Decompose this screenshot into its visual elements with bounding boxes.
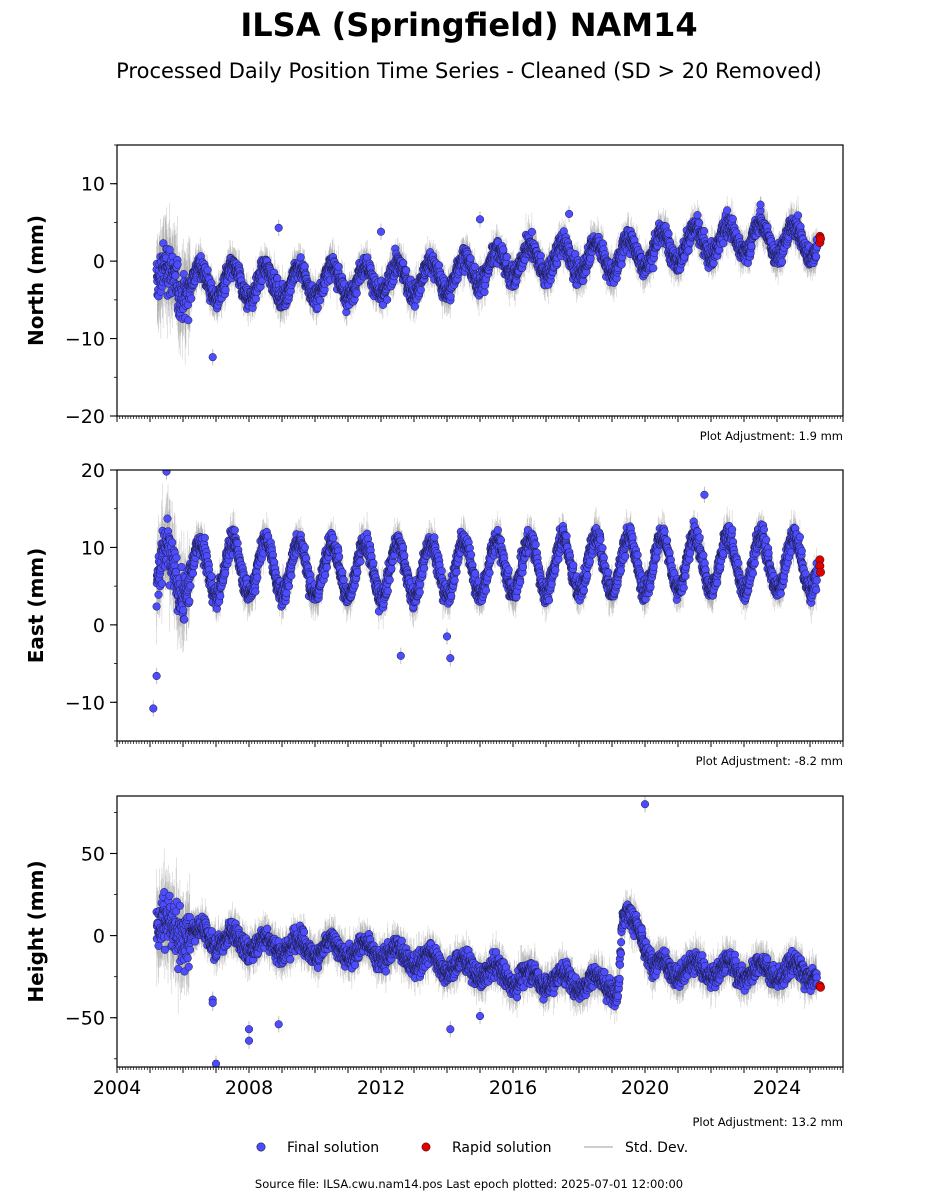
final-point [334, 262, 343, 271]
chart-title: ILSA (Springfield) NAM14 [240, 6, 697, 44]
final-point [165, 245, 174, 254]
final-point [251, 294, 260, 303]
final-point [480, 288, 489, 297]
final-point [434, 261, 444, 270]
final-point [466, 254, 475, 263]
plot-area [152, 195, 825, 366]
chart-subtitle: Processed Daily Position Time Series - C… [116, 59, 822, 83]
final-point [502, 252, 511, 262]
final-point [296, 253, 305, 262]
final-point [203, 265, 212, 275]
final-point [173, 260, 182, 269]
final-point [399, 258, 408, 268]
final-point [527, 227, 536, 236]
final-point [352, 289, 361, 298]
final-point [410, 302, 419, 311]
final-point [316, 296, 325, 305]
final-point [499, 245, 508, 254]
final-point [184, 316, 193, 325]
final-point [171, 271, 180, 280]
final-point [300, 262, 309, 271]
final-point [416, 285, 425, 294]
final-point [402, 266, 411, 275]
final-point [221, 285, 230, 295]
final-point [313, 303, 322, 312]
final-point [383, 295, 392, 304]
final-point [470, 262, 479, 271]
final-point [446, 292, 455, 301]
final-points [152, 200, 822, 362]
final-point [187, 294, 196, 303]
final-point [179, 270, 188, 279]
